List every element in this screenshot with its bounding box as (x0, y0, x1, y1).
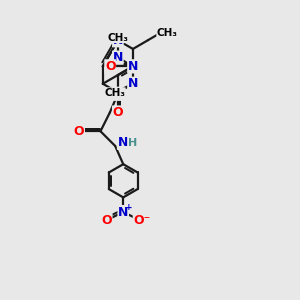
Text: N: N (128, 60, 138, 73)
Text: O⁻: O⁻ (133, 214, 151, 226)
Text: O: O (101, 214, 112, 226)
Text: N: N (113, 51, 123, 64)
Text: N: N (128, 77, 138, 90)
Text: O: O (74, 125, 84, 138)
Text: O: O (105, 60, 116, 73)
Text: CH₃: CH₃ (157, 28, 178, 38)
Text: N: N (118, 136, 128, 149)
Text: N: N (113, 34, 123, 47)
Text: CH₃: CH₃ (104, 88, 125, 98)
Text: S: S (113, 87, 122, 100)
Text: CH₃: CH₃ (107, 33, 128, 43)
Text: N: N (118, 206, 128, 219)
Text: +: + (125, 203, 133, 212)
Text: H: H (128, 138, 137, 148)
Text: O: O (112, 106, 123, 119)
